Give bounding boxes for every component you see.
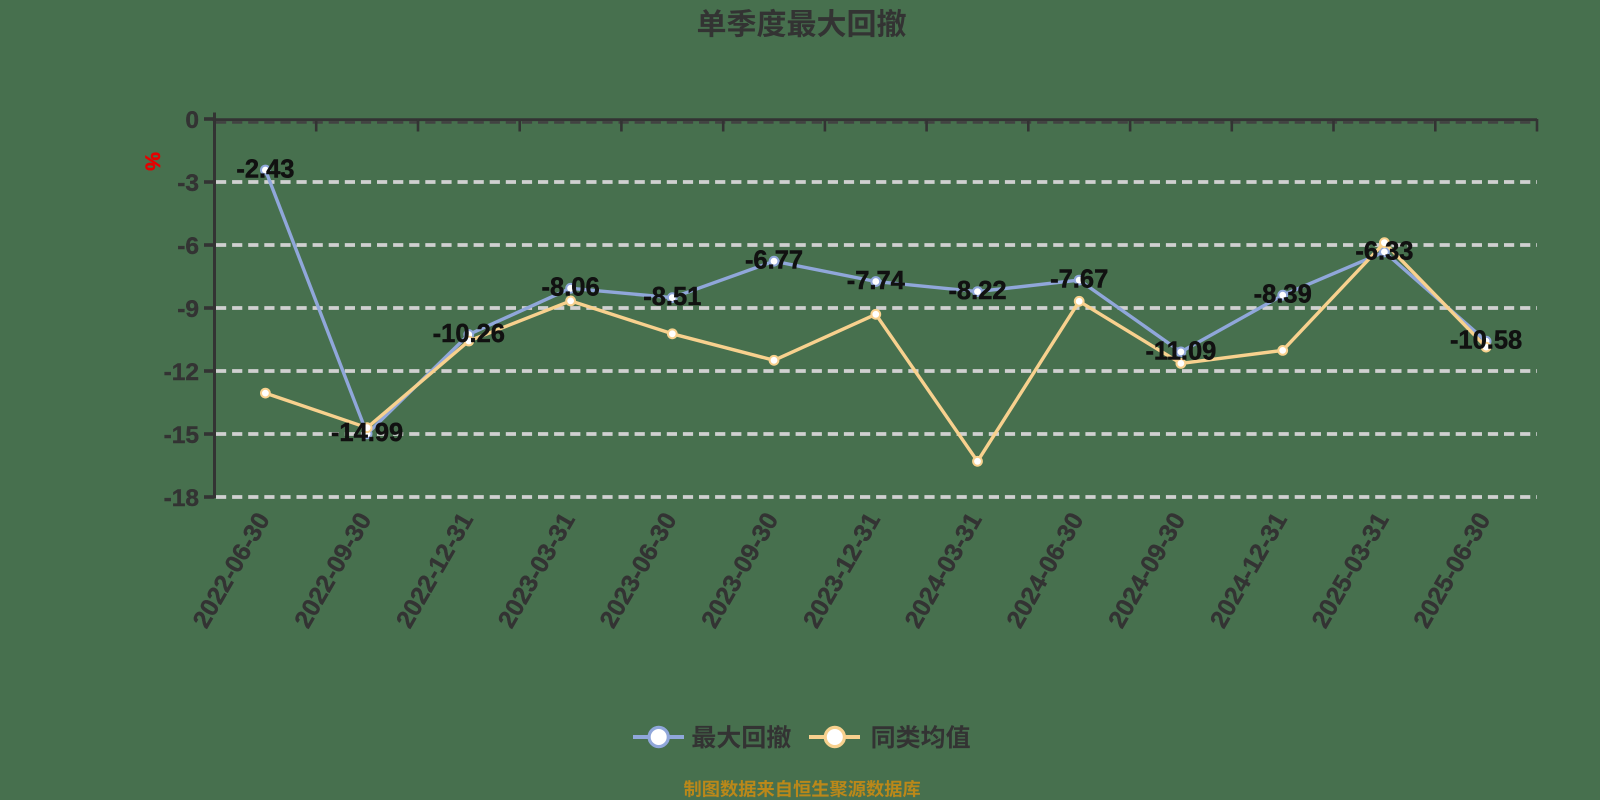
svg-text:-9: -9 <box>177 296 199 323</box>
svg-text:0: 0 <box>185 107 199 134</box>
svg-text:-7.74: -7.74 <box>847 267 906 295</box>
svg-text:-12: -12 <box>164 359 199 386</box>
svg-text:-3: -3 <box>177 170 199 197</box>
svg-text:-2.43: -2.43 <box>236 155 294 183</box>
svg-text:-8.51: -8.51 <box>643 283 701 311</box>
svg-text:-8.39: -8.39 <box>1254 281 1312 309</box>
svg-text:-11.09: -11.09 <box>1145 337 1216 365</box>
svg-text:-14.99: -14.99 <box>331 419 403 447</box>
svg-text:-6.33: -6.33 <box>1355 237 1413 265</box>
svg-text:-7.67: -7.67 <box>1050 266 1108 294</box>
svg-text:-18: -18 <box>164 485 199 512</box>
svg-text:-10.58: -10.58 <box>1450 327 1522 355</box>
svg-text:-10.26: -10.26 <box>433 320 505 348</box>
svg-text:-6.77: -6.77 <box>745 247 803 275</box>
svg-text:-8.22: -8.22 <box>948 277 1006 305</box>
svg-text:-6: -6 <box>177 233 199 260</box>
svg-text:%: % <box>141 152 164 171</box>
svg-text:-15: -15 <box>164 422 199 449</box>
svg-text:-8.06: -8.06 <box>542 274 600 302</box>
